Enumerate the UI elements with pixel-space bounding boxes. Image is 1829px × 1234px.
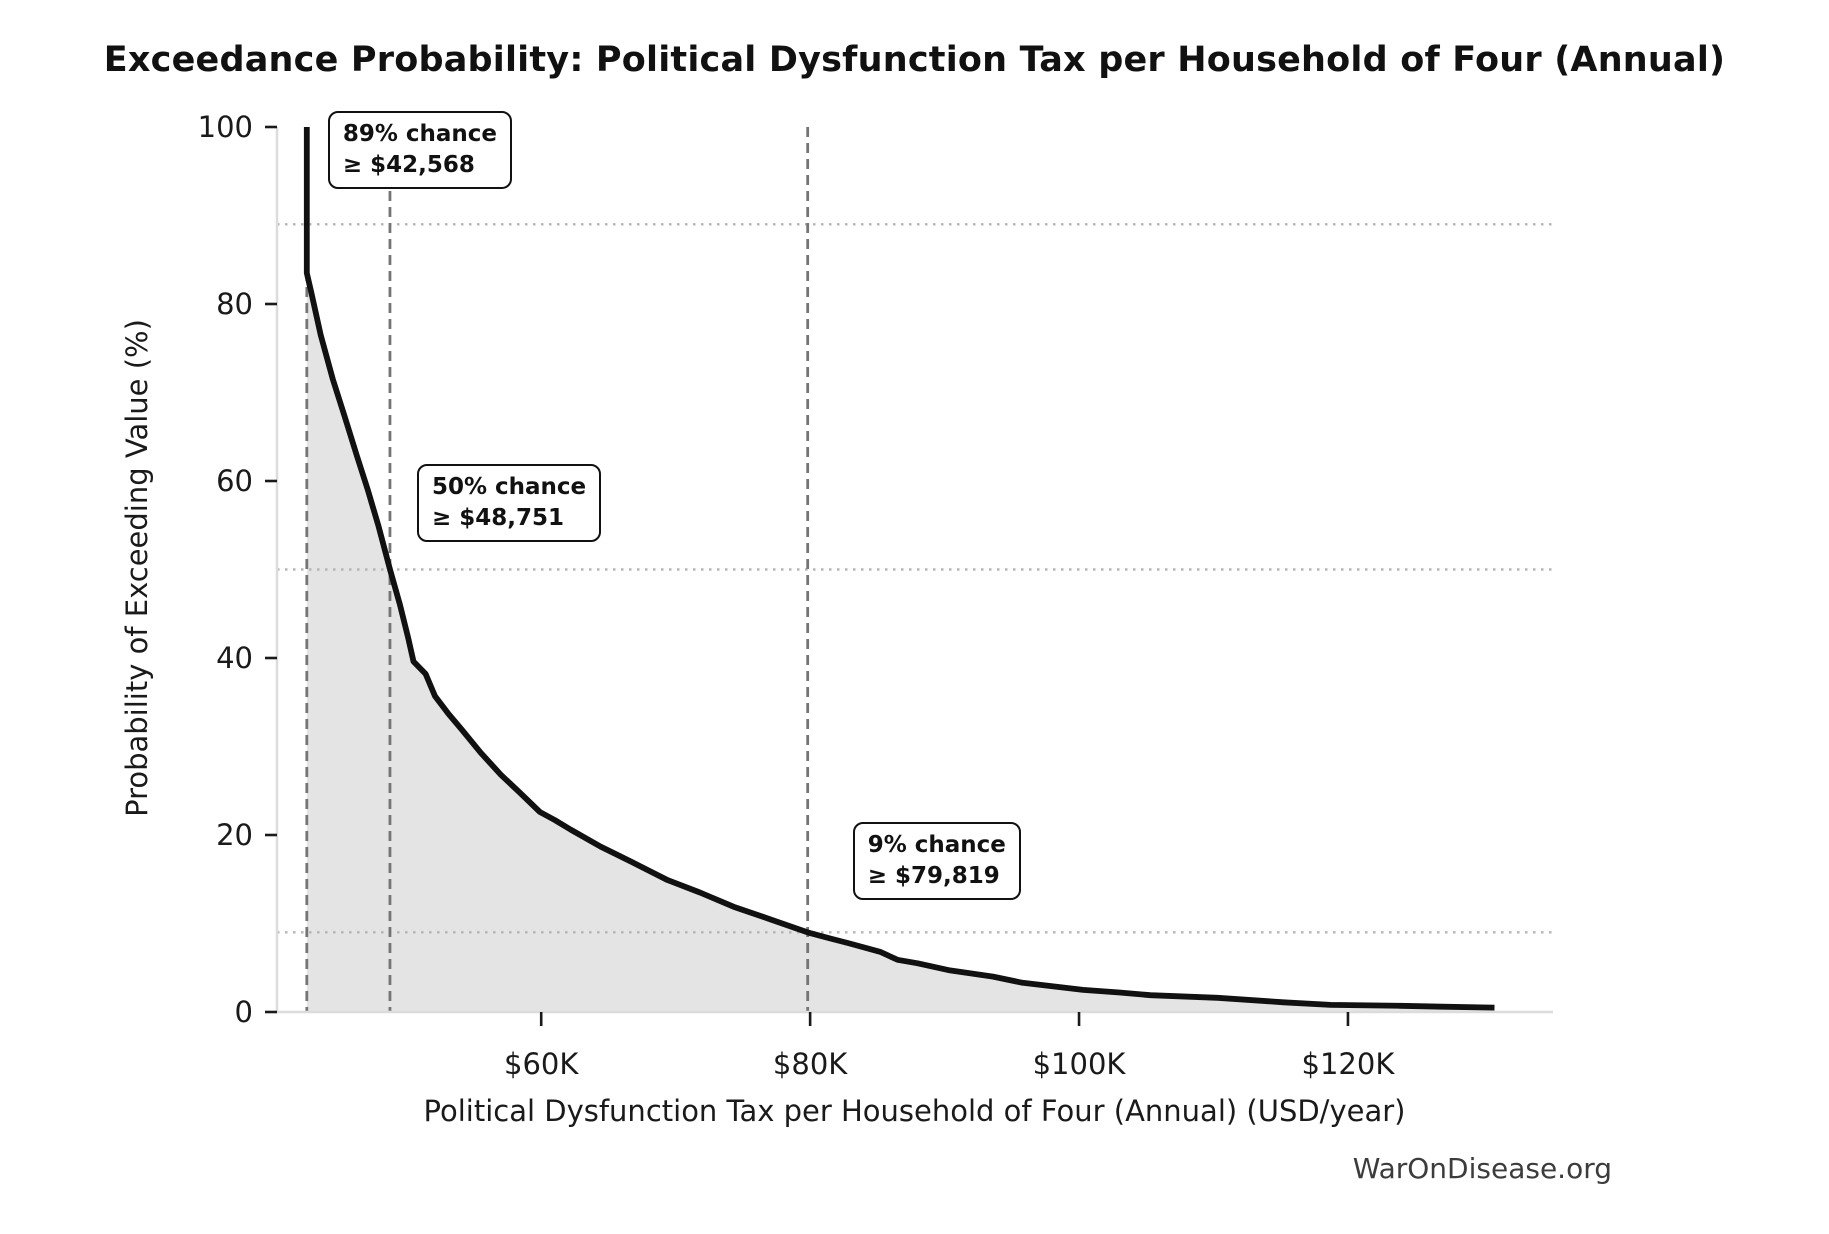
y-tick-label: 0 (235, 995, 253, 1029)
annotation-box-2: 9% chance ≥ $79,819 (852, 822, 1021, 901)
annotation-prob: 9% chance (867, 832, 1006, 859)
y-tick-label: 40 (216, 641, 253, 675)
annotation-prob: 50% chance (431, 473, 587, 500)
annotation-box-1: 50% chance ≥ $48,751 (416, 463, 602, 542)
y-tick-label: 20 (216, 818, 253, 852)
watermark: WarOnDisease.org (1352, 1152, 1612, 1185)
chart-title: Exceedance Probability: Political Dysfun… (103, 40, 1726, 80)
x-tick-label: $60K (504, 1047, 579, 1081)
annotation-value: ≥ $42,568 (342, 152, 475, 179)
y-axis-label: Probability of Exceeding Value (%) (120, 319, 154, 817)
annotation-prob: 89% chance (342, 121, 498, 148)
area-fill (306, 127, 1495, 1012)
exceedance-curve (303, 127, 1495, 1011)
x-tick-label: $120K (1302, 1047, 1396, 1081)
y-tick-label: 80 (216, 287, 253, 321)
annotation-box-0: 89% chance ≥ $42,568 (327, 111, 513, 190)
x-tick-label: $100K (1033, 1047, 1127, 1081)
y-tick-label: 100 (198, 110, 253, 144)
annotation-value: ≥ $48,751 (431, 504, 564, 531)
x-axis-label: Political Dysfunction Tax per Household … (423, 1094, 1406, 1128)
annotation-value: ≥ $79,819 (867, 863, 1000, 890)
x-tick-label: $80K (773, 1047, 848, 1081)
y-tick-label: 60 (216, 464, 253, 498)
